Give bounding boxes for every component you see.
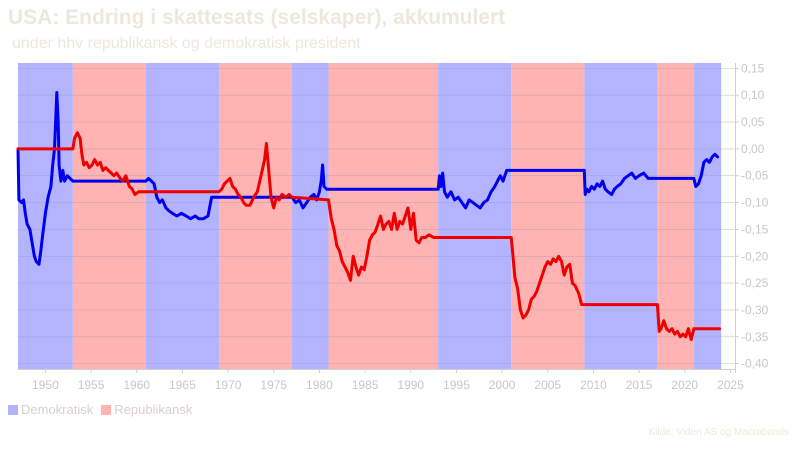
chart-title: USA: Endring i skattesats (selskaper), a…	[8, 6, 506, 29]
x-tick-label-8: 1990	[397, 378, 424, 392]
y-tick-label-4: -0,05	[741, 169, 769, 183]
period-band-8	[584, 63, 658, 369]
period-band-5	[328, 63, 439, 369]
x-tick-label-12: 2010	[580, 378, 607, 392]
series-line-demokratisk	[16, 91, 720, 266]
x-tick-label-3: 1965	[169, 378, 196, 392]
legend-item-republikansk: Republikansk	[101, 402, 192, 417]
x-tick-label-14: 2020	[671, 378, 698, 392]
series-line-republikansk	[16, 131, 721, 341]
x-tick-label-9: 1995	[443, 378, 470, 392]
x-tick-label-0: 1950	[32, 378, 59, 392]
y-tick-label-1: 0,10	[741, 88, 765, 102]
y-tick-label-0: 0,15	[741, 61, 765, 75]
x-tick-label-11: 2005	[534, 378, 561, 392]
y-tick-label-9: -0,30	[741, 303, 769, 317]
y-tick-label-10: -0,35	[741, 330, 769, 344]
x-tick-label-1: 1955	[78, 378, 105, 392]
x-tick-label-2: 1960	[123, 378, 150, 392]
y-tick-label-2: 0,05	[741, 115, 765, 129]
legend-swatch-demokratisk	[8, 404, 18, 415]
axes: 0,15 0,10 0,05 0,00 -0,05 -0,10 -0,15 -0,20 -0,2…	[18, 61, 769, 392]
x-tick-label-4: 1970	[215, 378, 242, 392]
legend-swatch-republikansk	[101, 404, 112, 415]
source-note: Kilde: Viden AS og Macrobonds	[648, 427, 789, 438]
x-tick-label-10: 2000	[489, 378, 516, 392]
series-lines	[16, 91, 721, 341]
period-band-none	[721, 63, 735, 369]
y-tick-label-5: -0,10	[741, 196, 769, 210]
chart-subtitle: under hhv republikansk og demokratisk pr…	[12, 35, 361, 52]
legend-label-republikansk: Republikansk	[114, 402, 193, 417]
x-tick-label-13: 2015	[626, 378, 653, 392]
period-band-4	[292, 63, 329, 369]
period-band-10	[693, 63, 722, 369]
y-tick-label-3: 0,00	[741, 142, 765, 156]
y-tick-label-8: -0,25	[741, 276, 769, 290]
x-tick-label-7: 1985	[352, 378, 379, 392]
grid-lines	[18, 68, 735, 364]
x-tick-label-5: 1975	[260, 378, 287, 392]
period-band-1	[72, 63, 146, 369]
presidency-bands	[18, 63, 735, 369]
y-tick-label-6: -0,15	[741, 222, 769, 236]
period-band-6	[438, 63, 512, 369]
x-tick-label-15: 2025	[717, 378, 744, 392]
legend-item-demokratisk: Demokratisk	[8, 402, 93, 417]
period-band-3	[218, 63, 293, 369]
period-band-9	[657, 63, 694, 369]
period-band-7	[511, 63, 585, 369]
x-tick-label-6: 1980	[306, 378, 333, 392]
legend: Demokratisk Republikansk	[8, 402, 192, 417]
y-tick-label-7: -0,20	[741, 249, 769, 263]
y-tick-label-11: -0,40	[741, 357, 769, 371]
legend-label-demokratisk: Demokratisk	[21, 402, 94, 417]
